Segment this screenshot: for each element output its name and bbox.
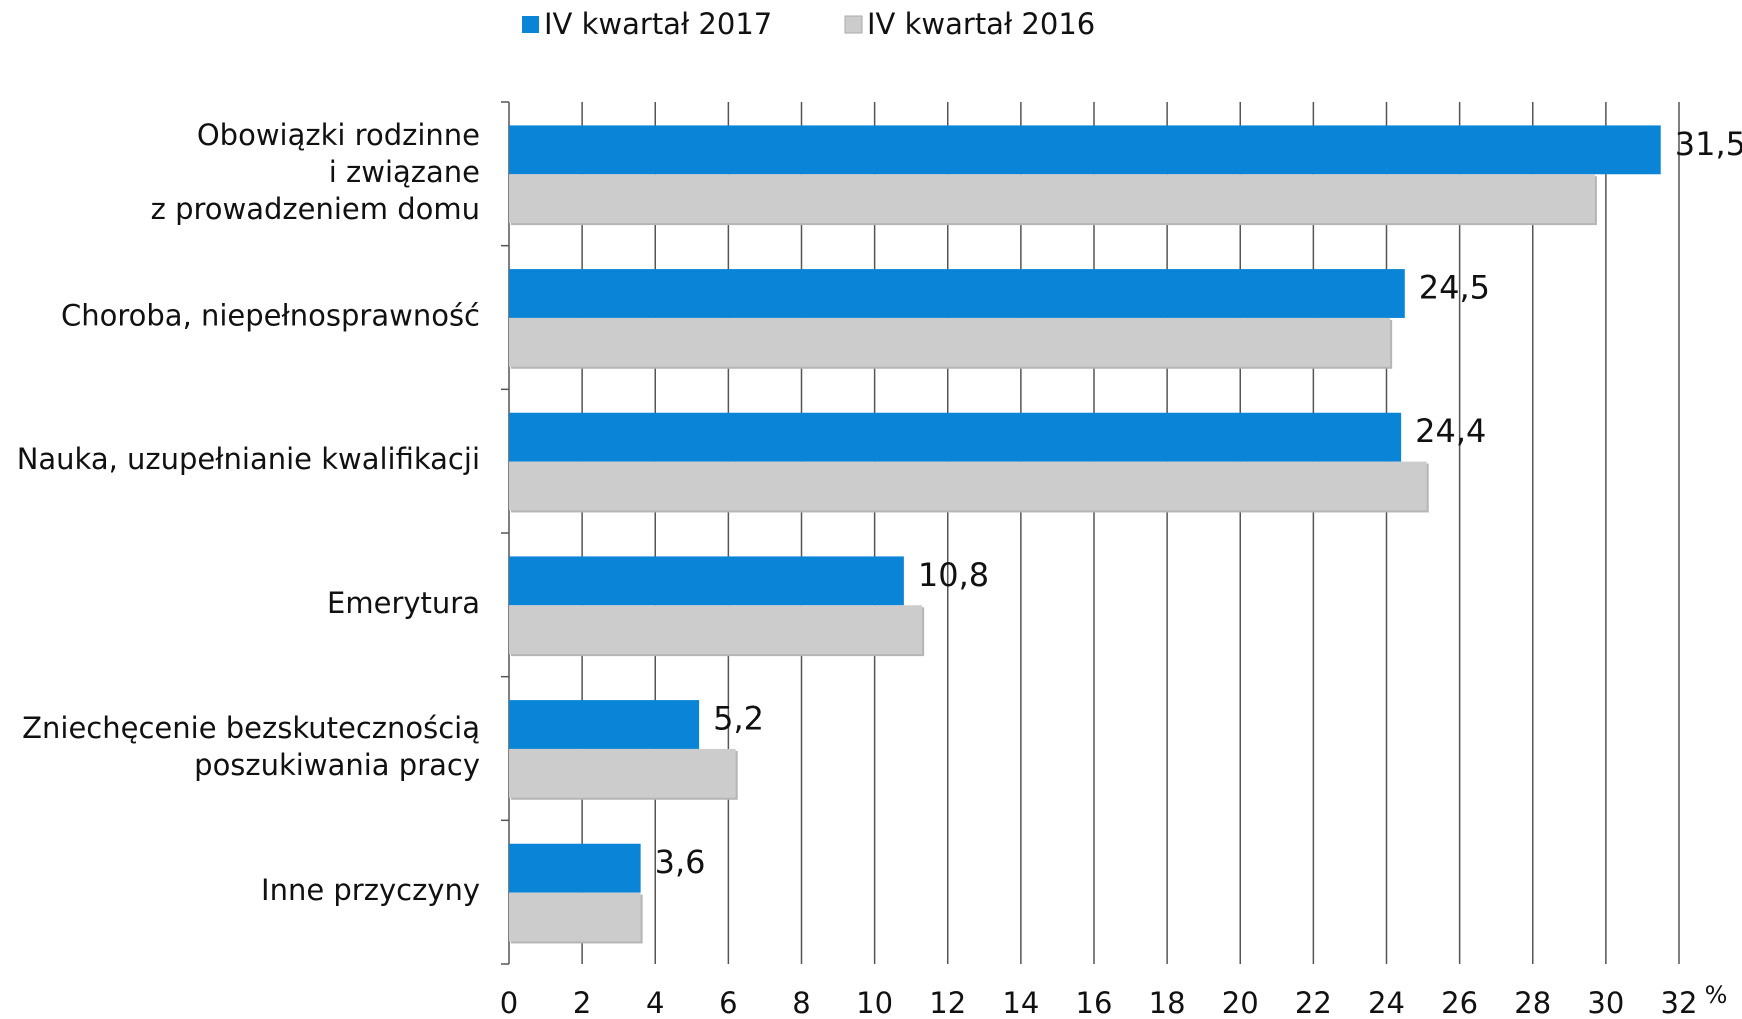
value-label: 5,2 — [713, 700, 764, 738]
x-tick-label: 10 — [856, 986, 893, 1019]
x-axis-label: % — [1705, 981, 1728, 1009]
legend-label: IV kwartał 2017 — [544, 7, 772, 41]
bar — [509, 556, 904, 606]
bar — [509, 412, 1402, 462]
category-label: Zniechęcenie bezskutecznością — [22, 711, 480, 745]
bar — [509, 317, 1391, 367]
x-tick-label: 24 — [1368, 986, 1405, 1019]
value-label: 3,6 — [655, 843, 706, 881]
category-label: z prowadzeniem domu — [151, 192, 480, 226]
x-tick-label: 0 — [500, 986, 518, 1019]
bar — [509, 605, 923, 655]
category-label: Nauka, uzupełnianie kwalifikacji — [17, 442, 480, 476]
legend-swatch — [522, 16, 539, 33]
value-label: 24,5 — [1419, 269, 1490, 307]
legend-swatch — [844, 15, 863, 34]
x-tick-label: 2 — [573, 986, 591, 1019]
x-tick-label: 18 — [1149, 986, 1186, 1019]
x-tick-label: 4 — [646, 986, 664, 1019]
value-label: 24,4 — [1415, 412, 1486, 450]
x-tick-label: 28 — [1514, 986, 1551, 1019]
x-tick-label: 30 — [1587, 986, 1624, 1019]
bar — [509, 843, 641, 893]
x-tick-label: 20 — [1222, 986, 1259, 1019]
category-label: Choroba, niepełnosprawność — [61, 299, 480, 333]
category-label: Obowiązki rodzinne — [197, 118, 480, 152]
x-tick-label: 6 — [719, 986, 737, 1019]
category-label: Emerytura — [327, 586, 480, 620]
bar — [509, 174, 1595, 224]
bar — [509, 125, 1661, 175]
x-tick-label: 16 — [1076, 986, 1113, 1019]
legend-label: IV kwartał 2016 — [867, 7, 1095, 41]
bar — [509, 700, 700, 749]
x-tick-label: 8 — [792, 986, 810, 1019]
bar — [509, 892, 641, 942]
x-tick-label: 32 — [1661, 986, 1698, 1019]
value-label: 10,8 — [918, 556, 989, 594]
bar — [509, 461, 1427, 511]
category-label: i związane — [329, 155, 480, 189]
category-label: Inne przyczyny — [261, 873, 480, 907]
bar — [509, 269, 1405, 318]
x-tick-label: 26 — [1441, 986, 1478, 1019]
bar — [509, 748, 736, 798]
x-tick-label: 12 — [929, 986, 966, 1019]
x-tick-label: 14 — [1002, 986, 1039, 1019]
category-label: poszukiwania pracy — [194, 748, 480, 782]
value-label: 31,5 — [1675, 125, 1742, 163]
x-tick-label: 22 — [1295, 986, 1332, 1019]
